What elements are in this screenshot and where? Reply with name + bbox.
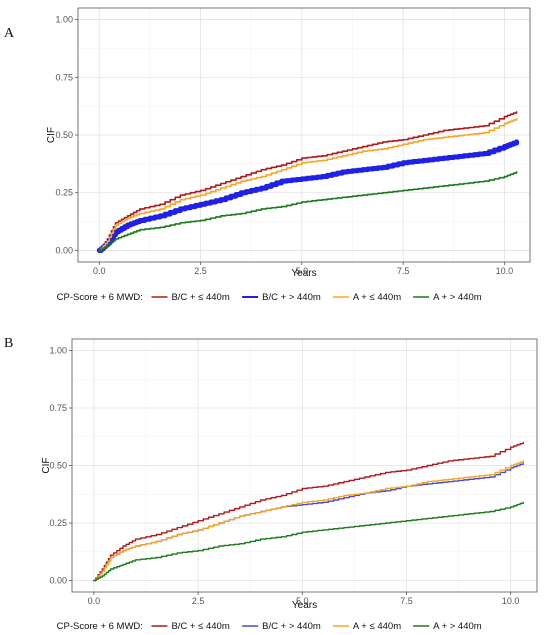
legend-label: A + ≤ 440m	[353, 621, 401, 632]
y-tick-label: 0.25	[49, 518, 67, 528]
x-tick-label: 7.5	[397, 266, 410, 276]
series-line-2	[93, 460, 524, 582]
series-line-3	[98, 171, 518, 252]
x-tick-label: 2.5	[192, 596, 205, 606]
y-tick-label: 0.00	[49, 576, 67, 586]
legend-title: CP-Score + 6 MWD:	[57, 621, 143, 632]
legend-title: CP-Score + 6 MWD:	[57, 292, 143, 303]
y-tick-label: 1.00	[55, 15, 73, 25]
series-line-0	[93, 441, 524, 582]
series-line-2	[98, 118, 518, 252]
x-tick-label: 10.0	[496, 266, 514, 276]
chart-panel-a: A 0.00 0.25 0.50 0.75 1.00 0.0 2.5 5.0 7.5 10.0 Yea…	[4, 7, 531, 303]
panel-letter: B	[4, 336, 13, 351]
x-tick-label: 5.0	[296, 266, 309, 276]
x-tick-label: 7.5	[400, 596, 413, 606]
x-axis-title: Years	[292, 600, 317, 611]
legend-label: B/C + ≤ 440m	[171, 292, 229, 303]
y-tick-label: 1.00	[49, 346, 67, 356]
legend-label: B/C + > 440m	[262, 621, 321, 632]
plot-frame	[71, 338, 538, 593]
plot-frame	[77, 7, 531, 263]
chart-panel-b: B 0.00 0.25 0.50 0.75 1.00 0.0 2.5 5.0 7.5 10.0 Yea…	[4, 336, 538, 632]
legend: CP-Score + 6 MWD: B/C + ≤ 440m B/C + > 440…	[57, 292, 482, 303]
y-tick-label: 0.00	[55, 245, 73, 255]
x-tick-label: 2.5	[194, 266, 207, 276]
series-line-0	[98, 111, 518, 252]
series-line-1	[96, 139, 520, 253]
y-tick-label: 0.50	[49, 461, 67, 471]
x-tick-label: 10.0	[502, 596, 520, 606]
y-tick-label: 0.75	[49, 403, 67, 413]
y-axis-title: CIF	[46, 127, 57, 143]
legend-label: B/C + > 440m	[262, 292, 321, 303]
x-axis-title: Years	[291, 268, 316, 279]
x-tick-label: 5.0	[296, 596, 309, 606]
legend-label: A + ≤ 440m	[353, 292, 401, 303]
y-tick-label: 0.50	[55, 130, 73, 140]
legend: CP-Score + 6 MWD: B/C + ≤ 440m B/C + > 440…	[57, 621, 482, 632]
y-axis-title: CIF	[41, 457, 52, 473]
panel-letter: A	[4, 26, 15, 41]
x-tick-label: 0.0	[88, 596, 101, 606]
y-tick-label: 0.75	[55, 72, 73, 82]
x-tick-label: 0.0	[93, 266, 106, 276]
series-line-3	[93, 501, 524, 582]
y-tick-label: 0.25	[55, 188, 73, 198]
legend-label: A + > 440m	[433, 292, 482, 303]
legend-label: A + > 440m	[433, 621, 482, 632]
legend-label: B/C + ≤ 440m	[171, 621, 229, 632]
